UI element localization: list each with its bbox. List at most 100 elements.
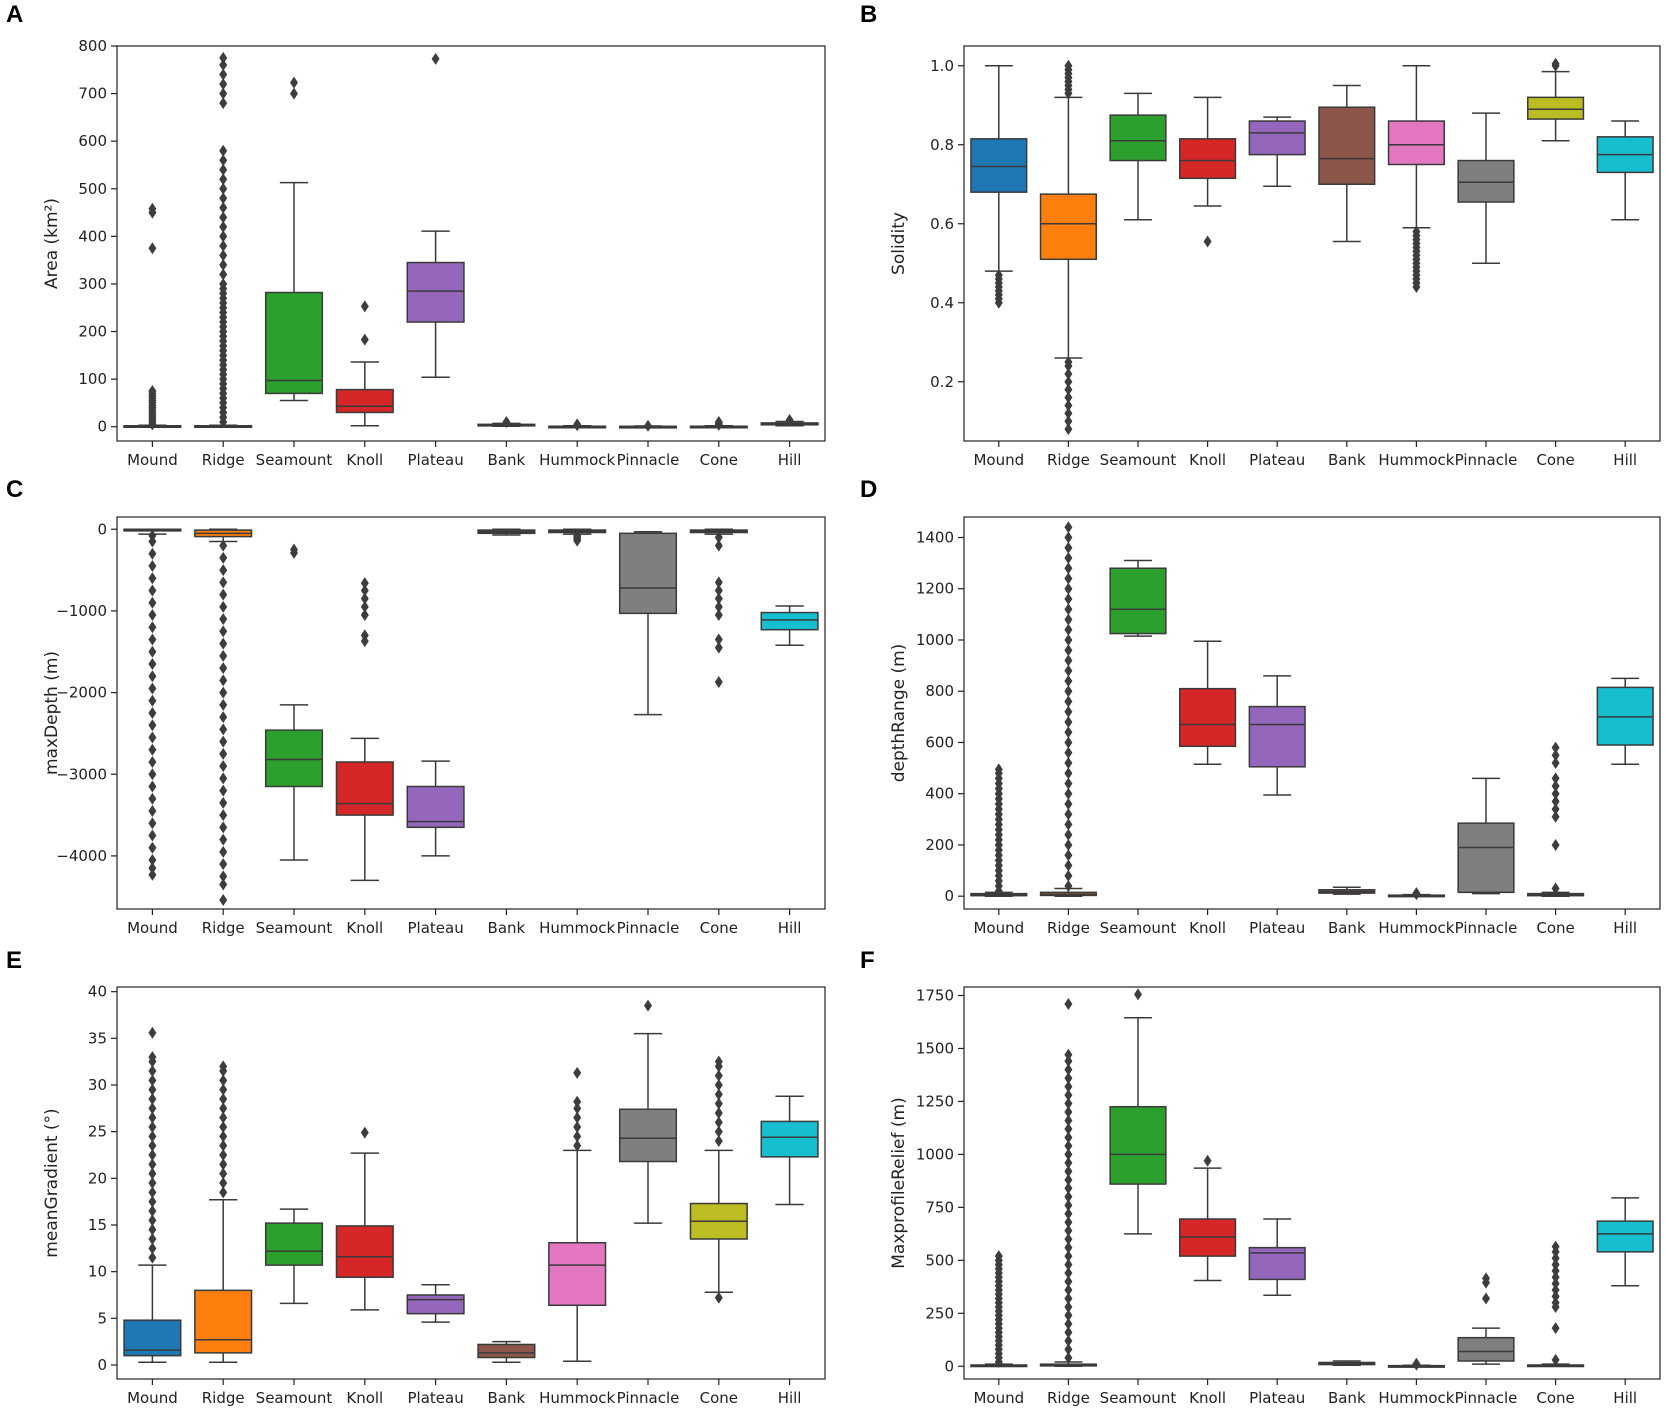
panel-d-ridge-outlier bbox=[1064, 849, 1073, 862]
panel-f-ridge-outlier bbox=[1064, 1080, 1073, 1093]
panel-c-mound-outlier bbox=[148, 670, 157, 683]
panel-c-seamount-x-tick-label: Seamount bbox=[256, 919, 333, 937]
panel-d-ridge-outlier bbox=[1064, 705, 1073, 718]
panel-c-mound-outlier bbox=[148, 719, 157, 732]
panel-c-hummock-boxplot bbox=[548, 528, 607, 547]
panel-b-mound-x-tick-label: Mound bbox=[973, 451, 1024, 469]
panel-a-pinnacle-boxplot bbox=[618, 419, 678, 432]
panel-d-ridge-outlier bbox=[1064, 582, 1073, 595]
panel-c-mound-outlier bbox=[148, 707, 157, 719]
panel-a-y-tick-label: 600 bbox=[78, 132, 107, 150]
panel-f-cone-outlier bbox=[1551, 1284, 1560, 1297]
panel-b-hummock-outlier bbox=[1412, 225, 1421, 238]
panel-f-plot-frame bbox=[963, 986, 1661, 1380]
panel-d-cone-outlier bbox=[1551, 741, 1560, 754]
panel-c-knoll-outlier bbox=[360, 577, 369, 590]
panel-d-y-tick-label: 1200 bbox=[916, 580, 954, 598]
panel-c-ridge-outlier bbox=[219, 564, 228, 577]
panel-f-ridge-outlier bbox=[1064, 1063, 1073, 1076]
panel-b-plateau-x-tick-label: Plateau bbox=[1249, 451, 1305, 469]
panel-a-y-tick-label: 500 bbox=[78, 180, 107, 198]
panel-c-mound-outlier bbox=[148, 694, 157, 707]
panel-c-seamount-outlier bbox=[290, 546, 298, 559]
panel-b-cone-outlier bbox=[1551, 57, 1560, 70]
panel-e-knoll-x-tick-label: Knoll bbox=[346, 1389, 383, 1407]
panel-d-ridge-outlier bbox=[1064, 685, 1073, 698]
panel-f-y-axis-label: MaxprofileRelief (m) bbox=[889, 1097, 909, 1268]
panel-d-ridge-outlier bbox=[1064, 654, 1073, 667]
panel-a-ridge-outlier bbox=[219, 211, 228, 224]
panel-c-cone-outlier bbox=[714, 584, 723, 597]
panel-a-hummock-boxplot bbox=[548, 418, 607, 432]
panel-d-pinnacle-box bbox=[1457, 822, 1515, 894]
panel-b-bank-x-tick-label: Bank bbox=[1328, 451, 1366, 469]
panel-c-mound-outlier bbox=[148, 621, 157, 634]
panel-a-ridge-outlier bbox=[219, 59, 228, 72]
panel-e-ridge-outlier bbox=[219, 1060, 228, 1073]
panel-e-mound-outlier bbox=[148, 1139, 157, 1152]
panel-e-y-tick-label: 35 bbox=[88, 1029, 107, 1047]
panel-b-y-tick-label: 0.4 bbox=[930, 294, 954, 312]
panel-d-ridge-outlier bbox=[1064, 551, 1073, 564]
panel-c-mound-outlier bbox=[148, 572, 157, 585]
panel-a-mound-boxplot bbox=[123, 202, 182, 431]
panel-e-hummock-outlier bbox=[573, 1102, 582, 1115]
panel-f-ridge-outlier bbox=[1064, 1258, 1073, 1271]
panel-d-hummock-x-tick-label: Hummock bbox=[1378, 919, 1454, 937]
panel-e-pinnacle-outlier bbox=[644, 999, 652, 1012]
panel-a-knoll-outlier bbox=[360, 300, 369, 313]
panel-f-ridge-outlier bbox=[1064, 1182, 1073, 1195]
panel-c-ridge-outlier bbox=[219, 845, 228, 858]
panel-c-plateau-x-tick-label: Plateau bbox=[407, 919, 463, 937]
panel-e-mound-outlier bbox=[148, 1242, 157, 1255]
panel-d-ridge-outlier bbox=[1064, 726, 1073, 739]
panel-e-mound-outlier bbox=[148, 1223, 157, 1236]
panel-f-cone-outlier bbox=[1551, 1353, 1560, 1366]
panel-f-ridge-boxplot bbox=[1039, 997, 1097, 1368]
panel-a-hummock-x-tick-label: Hummock bbox=[539, 451, 615, 469]
panel-b-y-axis-label: Solidity bbox=[889, 212, 909, 275]
panel-c-ridge-outlier bbox=[219, 833, 228, 846]
panel-f-pinnacle-outlier bbox=[1482, 1272, 1490, 1285]
panel-f-cone-outlier bbox=[1551, 1290, 1560, 1303]
panel-b-ridge-outlier bbox=[1064, 59, 1073, 72]
panel-d-ridge-x-tick-label: Ridge bbox=[1047, 919, 1090, 937]
panel-f-cone-outlier bbox=[1551, 1264, 1560, 1277]
panel-c-y-tick-label: −2000 bbox=[56, 684, 107, 702]
panel-f-ridge-outlier bbox=[1064, 1131, 1073, 1144]
panel-e-mound-outlier bbox=[148, 1065, 157, 1077]
panel-f-knoll-x-tick-label: Knoll bbox=[1189, 1389, 1226, 1407]
panel-e-ridge-outlier bbox=[219, 1074, 228, 1087]
panel-c-ridge-outlier bbox=[219, 723, 228, 736]
panel-c-mound-outlier bbox=[148, 535, 157, 548]
panel-b-plateau-boxplot bbox=[1248, 116, 1306, 187]
panel-d-ridge-outlier bbox=[1064, 541, 1073, 554]
panel-f-mound-outlier bbox=[994, 1250, 1003, 1263]
panel-a-ridge-outlier bbox=[219, 68, 228, 81]
panel-e-mound-outlier bbox=[148, 1149, 157, 1161]
panel-a-plateau-box bbox=[406, 261, 465, 323]
panel-b-pinnacle-box bbox=[1457, 159, 1515, 203]
panel-a-plateau-x-tick-label: Plateau bbox=[407, 451, 463, 469]
panel-a-ridge-outlier bbox=[219, 220, 228, 233]
panel-e-cone-outlier bbox=[714, 1055, 723, 1068]
panel-c-ridge-outlier bbox=[219, 784, 228, 797]
panel-b-cone-box bbox=[1527, 96, 1585, 120]
panel-f-seamount-boxplot bbox=[1109, 988, 1167, 1235]
panel-b-knoll-outlier bbox=[1203, 235, 1212, 248]
panel-b-ridge-outlier bbox=[1064, 375, 1073, 388]
panel-b-knoll-x-tick-label: Knoll bbox=[1189, 451, 1226, 469]
panel-b-seamount-boxplot bbox=[1109, 92, 1167, 221]
panel-c-mound-outlier bbox=[148, 609, 157, 621]
panel-C: C −4000 −3000 −2000 −1000 0 maxDepth (m) Mound R… bbox=[6, 476, 826, 937]
panel-c-ridge-outlier bbox=[219, 600, 228, 613]
panel-c-mound-outlier bbox=[148, 645, 157, 658]
panel-a-ridge-outlier bbox=[219, 173, 228, 186]
panel-a-pinnacle-x-tick-label: Pinnacle bbox=[617, 451, 680, 469]
panel-a-hill-boxplot bbox=[760, 414, 819, 427]
panel-c-knoll-outlier bbox=[360, 592, 369, 605]
panel-a-hill-x-tick-label: Hill bbox=[778, 451, 802, 469]
panel-f-seamount-box bbox=[1109, 1105, 1167, 1185]
panel-d-cone-outlier bbox=[1551, 795, 1560, 808]
